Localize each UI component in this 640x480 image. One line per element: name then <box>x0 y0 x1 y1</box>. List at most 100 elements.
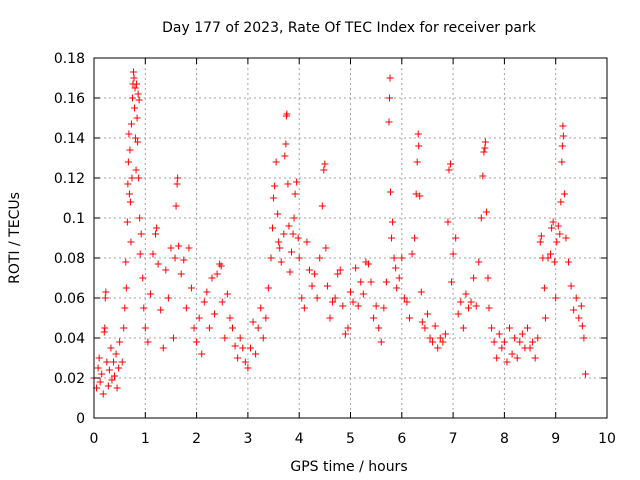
data-point <box>211 310 219 318</box>
data-point <box>511 334 519 342</box>
data-point <box>190 324 198 332</box>
data-point <box>111 372 119 380</box>
data-point <box>448 278 456 286</box>
data-point <box>395 274 403 282</box>
data-point <box>537 232 545 240</box>
data-point <box>490 338 498 346</box>
data-point <box>464 304 472 312</box>
data-point <box>270 194 278 202</box>
x-tick-labels: 0 1 2 3 4 5 6 7 8 9 10 <box>90 431 616 447</box>
data-point <box>182 304 190 312</box>
y-tick-label: 0.02 <box>54 371 85 387</box>
data-point <box>98 370 106 378</box>
data-point <box>436 334 444 342</box>
data-point <box>413 158 421 166</box>
data-point <box>136 250 144 258</box>
data-point <box>241 358 249 366</box>
data-point <box>534 334 542 342</box>
data-point <box>159 344 167 352</box>
data-point <box>311 270 319 278</box>
data-point <box>320 166 328 174</box>
data-point <box>429 338 437 346</box>
data-point <box>99 390 107 398</box>
data-point <box>316 254 324 262</box>
data-point <box>267 254 275 262</box>
data-point <box>234 354 242 362</box>
data-point <box>482 208 490 216</box>
data-point <box>357 278 365 286</box>
data-point <box>475 258 483 266</box>
data-point <box>321 160 329 168</box>
x-tick-label: 5 <box>346 431 355 447</box>
data-point <box>445 166 453 174</box>
y-tick-label: 0.16 <box>54 91 85 107</box>
data-point <box>567 282 575 290</box>
data-point <box>400 294 408 302</box>
data-point <box>108 376 116 384</box>
data-point <box>298 294 306 302</box>
data-point <box>372 302 380 310</box>
data-point <box>472 302 480 310</box>
x-tick-label: 1 <box>141 431 150 447</box>
data-point <box>127 238 135 246</box>
data-point <box>444 218 452 226</box>
data-point <box>286 268 294 276</box>
data-point <box>485 304 493 312</box>
data-point <box>107 344 115 352</box>
data-point <box>153 224 161 232</box>
data-point <box>578 322 586 330</box>
data-point <box>560 190 568 198</box>
x-tick-label: 4 <box>295 431 304 447</box>
x-tick-label: 6 <box>397 431 406 447</box>
data-point <box>140 304 148 312</box>
data-point <box>133 80 141 88</box>
y-tick-label: 0.14 <box>54 131 85 147</box>
data-point <box>115 364 123 372</box>
data-point <box>452 234 460 242</box>
data-point <box>390 254 398 262</box>
data-point <box>122 258 130 266</box>
y-tick-label: 0.04 <box>54 331 85 347</box>
y-axis-label: ROTI / TECUs <box>7 192 23 284</box>
data-point <box>352 264 360 272</box>
data-point <box>559 132 567 140</box>
data-point <box>213 270 221 278</box>
y-tick-label: 0.12 <box>54 171 85 187</box>
data-point <box>164 294 172 302</box>
data-point <box>112 350 120 358</box>
data-point <box>303 238 311 246</box>
data-point <box>300 304 308 312</box>
data-point <box>380 304 388 312</box>
data-point <box>454 310 462 318</box>
data-point <box>127 120 135 128</box>
data-point <box>541 314 549 322</box>
data-point <box>565 258 573 266</box>
data-point <box>500 338 508 346</box>
x-tick-label: 0 <box>90 431 99 447</box>
data-point <box>101 294 109 302</box>
data-point <box>229 324 237 332</box>
data-point <box>101 324 109 332</box>
data-point <box>341 330 349 338</box>
data-point <box>133 114 141 122</box>
data-point <box>282 140 290 148</box>
data-point <box>423 310 431 318</box>
data-point <box>329 298 337 306</box>
data-point <box>572 294 580 302</box>
data-point <box>132 166 140 174</box>
x-tick-label: 3 <box>243 431 252 447</box>
data-point <box>132 134 140 142</box>
data-point <box>276 244 284 252</box>
data-point <box>121 304 129 312</box>
data-point <box>126 146 134 154</box>
data-point <box>447 160 455 168</box>
data-point <box>223 290 231 298</box>
data-point <box>128 174 136 182</box>
data-point <box>488 324 496 332</box>
data-point <box>264 284 272 292</box>
data-point <box>388 234 396 242</box>
data-point <box>249 318 257 326</box>
data-point <box>331 294 339 302</box>
data-point <box>459 324 467 332</box>
